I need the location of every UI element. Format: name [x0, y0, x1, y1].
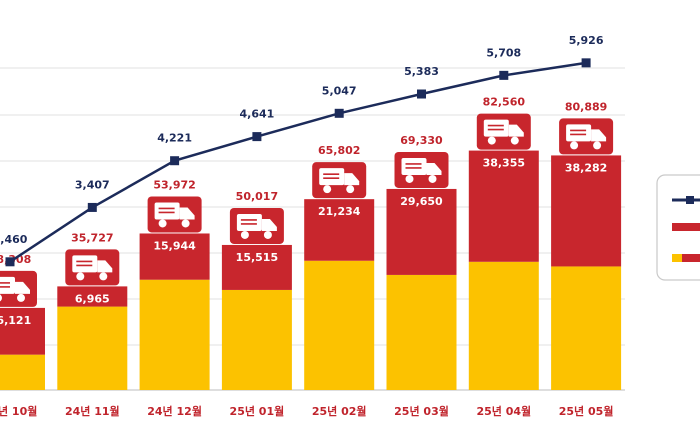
bar-segment-yellow — [551, 266, 622, 390]
bar-value-label: 16,121 — [0, 314, 31, 327]
x-tick-label: 25년 03월 — [394, 404, 449, 418]
total-value-label: 35,727 — [71, 231, 113, 244]
line-value-label: 2,460 — [0, 233, 28, 246]
bar-segment-red — [57, 286, 128, 307]
truck-icon — [147, 196, 202, 233]
bar-value-label: 38,355 — [483, 157, 525, 170]
bar-segment-yellow — [0, 354, 45, 390]
bar-value-label: 29,650 — [400, 195, 443, 208]
truck-icon — [559, 118, 614, 155]
bar-segment-red — [551, 155, 622, 267]
total-value-label: 82,560 — [483, 96, 526, 109]
line-value-label: 5,708 — [486, 46, 521, 59]
line-value-label: 5,383 — [404, 65, 439, 78]
line-marker — [581, 58, 591, 68]
x-tick-label: 25년 05월 — [559, 404, 614, 418]
x-tick-label: 24년 12월 — [147, 404, 202, 418]
line-marker — [499, 70, 509, 80]
bar-value-label: 6,965 — [75, 292, 110, 305]
total-value-label: 53,972 — [153, 178, 195, 191]
bar-segment-yellow — [386, 274, 457, 390]
bar-segment-red — [468, 150, 539, 262]
line-marker — [417, 89, 426, 99]
x-tick-label: 25년 01월 — [230, 404, 285, 418]
bar-segment-yellow — [468, 261, 539, 390]
line-value-label: 5,926 — [569, 34, 604, 47]
line-marker — [5, 257, 15, 267]
x-tick-label: 25년 04월 — [476, 404, 531, 418]
total-value-label: 50,017 — [236, 190, 278, 203]
x-tick-label: 24년 10월 — [0, 404, 37, 418]
total-value-label: 69,330 — [400, 134, 443, 147]
bar-segment-yellow — [304, 260, 375, 390]
legend — [656, 174, 700, 281]
bar-segment-red — [0, 307, 45, 355]
line-marker — [170, 156, 180, 166]
line-value-label: 5,047 — [322, 84, 357, 97]
x-tick-label: 24년 11월 — [65, 404, 120, 418]
truck-icon — [65, 249, 120, 286]
bar-segment-yellow — [57, 306, 128, 390]
line-value-label: 4,221 — [157, 132, 192, 145]
line-value-label: 4,641 — [240, 108, 275, 121]
bar-segment-yellow — [221, 289, 292, 390]
line-series — [9, 61, 587, 263]
legend-swatch-yellow — [672, 254, 682, 262]
line-marker — [252, 132, 262, 142]
line-value-label: 3,407 — [75, 178, 110, 191]
bar-segment-red — [221, 244, 292, 290]
truck-icon — [476, 113, 531, 150]
truck-icon — [394, 151, 449, 188]
bar-segment-yellow — [139, 279, 210, 390]
total-value-label: 80,889 — [565, 100, 607, 113]
legend-swatch-red — [672, 223, 700, 231]
line-marker — [87, 202, 97, 212]
bar-segment-red — [139, 233, 210, 280]
bar-segment-red — [386, 188, 457, 275]
bar-value-label: 15,515 — [236, 251, 278, 264]
truck-icon — [0, 270, 37, 307]
bar-value-label: 38,282 — [565, 161, 607, 174]
x-tick-label: 25년 02월 — [312, 404, 367, 418]
truck-icon — [312, 162, 367, 199]
bar-value-label: 21,234 — [318, 205, 361, 218]
bar-value-label: 15,944 — [153, 239, 196, 252]
line-marker — [334, 108, 344, 118]
bar-segment-red — [304, 199, 375, 261]
truck-icon — [229, 207, 284, 244]
total-value-label: 65,802 — [318, 144, 360, 157]
